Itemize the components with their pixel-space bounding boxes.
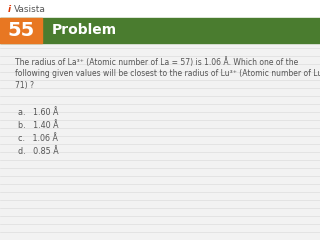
Text: 71) ?: 71) ? bbox=[15, 81, 34, 90]
Text: b.   1.40 Å: b. 1.40 Å bbox=[18, 121, 59, 130]
Text: 55: 55 bbox=[7, 21, 35, 40]
Text: Problem: Problem bbox=[52, 24, 117, 37]
Text: a.   1.60 Å: a. 1.60 Å bbox=[18, 108, 58, 117]
Text: d.   0.85 Å: d. 0.85 Å bbox=[18, 147, 59, 156]
Text: i: i bbox=[8, 5, 11, 13]
Text: Vasista: Vasista bbox=[14, 5, 46, 13]
Bar bbox=[0, 0, 320, 18]
Text: following given values will be closest to the radius of Lu³⁺ (Atomic number of L: following given values will be closest t… bbox=[15, 69, 320, 78]
Bar bbox=[0, 18, 320, 43]
Bar bbox=[0, 18, 42, 43]
Text: c.   1.06 Å: c. 1.06 Å bbox=[18, 134, 58, 143]
Text: The radius of La³⁺ (Atomic number of La = 57) is 1.06 Å. Which one of the: The radius of La³⁺ (Atomic number of La … bbox=[15, 57, 298, 67]
